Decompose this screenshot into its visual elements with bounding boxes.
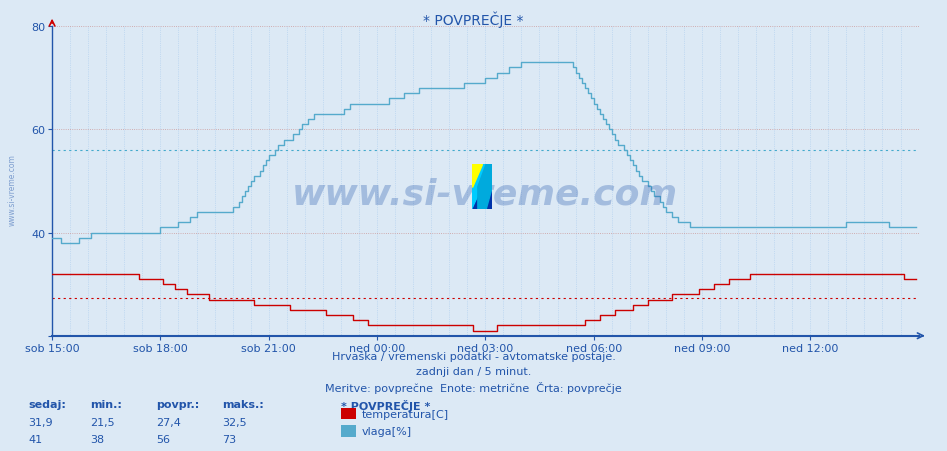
Text: sedaj:: sedaj: (28, 399, 66, 409)
Text: temperatura[C]: temperatura[C] (362, 409, 449, 419)
Text: zadnji dan / 5 minut.: zadnji dan / 5 minut. (416, 366, 531, 376)
Text: povpr.:: povpr.: (156, 399, 200, 409)
Polygon shape (472, 165, 492, 210)
Polygon shape (478, 165, 492, 210)
Text: 41: 41 (28, 434, 43, 444)
Text: vlaga[%]: vlaga[%] (362, 426, 412, 436)
Text: Meritve: povprečne  Enote: metrične  Črta: povprečje: Meritve: povprečne Enote: metrične Črta:… (325, 381, 622, 393)
Text: maks.:: maks.: (223, 399, 264, 409)
Text: 38: 38 (90, 434, 104, 444)
Text: 73: 73 (223, 434, 237, 444)
Polygon shape (472, 165, 492, 210)
Text: 32,5: 32,5 (223, 417, 247, 427)
Text: 56: 56 (156, 434, 170, 444)
Text: min.:: min.: (90, 399, 122, 409)
Text: * POVPREČJE *: * POVPREČJE * (341, 399, 430, 411)
Text: * POVPREČJE *: * POVPREČJE * (423, 11, 524, 28)
Text: 31,9: 31,9 (28, 417, 53, 427)
Text: www.si-vreme.com: www.si-vreme.com (293, 177, 678, 211)
Text: 21,5: 21,5 (90, 417, 115, 427)
Polygon shape (472, 165, 482, 187)
Text: 27,4: 27,4 (156, 417, 181, 427)
Text: Hrvaška / vremenski podatki - avtomatske postaje.: Hrvaška / vremenski podatki - avtomatske… (331, 351, 616, 361)
Text: www.si-vreme.com: www.si-vreme.com (8, 153, 17, 226)
